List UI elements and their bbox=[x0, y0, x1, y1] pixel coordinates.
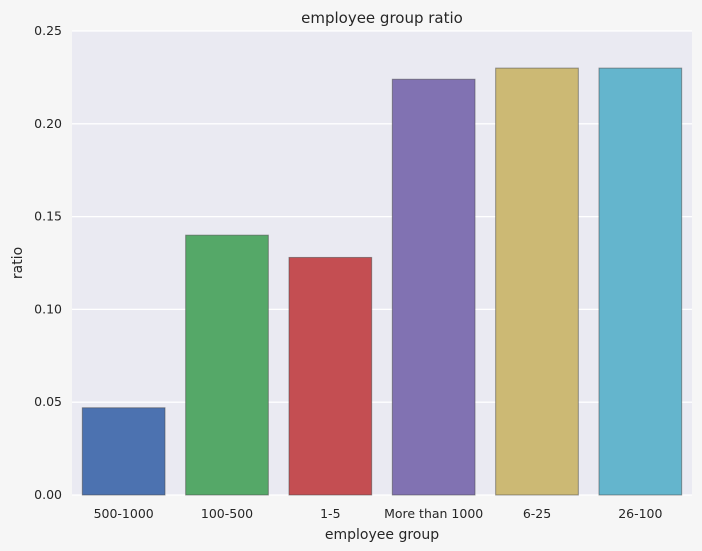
y-tick-labels: 0.00 0.05 0.10 0.15 0.20 0.25 bbox=[34, 23, 62, 502]
x-tick-label: 100-500 bbox=[201, 506, 253, 521]
x-tick-label: 26-100 bbox=[618, 506, 662, 521]
x-tick-label: 500-1000 bbox=[94, 506, 154, 521]
x-tick-label: More than 1000 bbox=[384, 506, 483, 521]
x-tick-labels: 500-1000 100-500 1-5 More than 1000 6-25 26-1… bbox=[94, 506, 663, 521]
plot-area bbox=[72, 31, 692, 495]
bar-more-than-1000 bbox=[391, 78, 476, 496]
x-axis-label: employee group bbox=[325, 527, 439, 543]
y-tick-label: 0.00 bbox=[34, 487, 62, 502]
bar-1-5 bbox=[288, 256, 373, 496]
bars bbox=[81, 67, 683, 496]
y-tick-label: 0.05 bbox=[34, 394, 62, 409]
bar-6-25 bbox=[495, 67, 579, 496]
y-tick-label: 0.10 bbox=[34, 301, 62, 316]
y-axis-label: ratio bbox=[10, 247, 26, 279]
y-tick-label: 0.15 bbox=[34, 209, 62, 224]
y-tick-label: 0.25 bbox=[34, 23, 62, 38]
chart-title: employee group ratio bbox=[301, 9, 463, 27]
gridlines bbox=[72, 30, 692, 496]
bar-500-1000 bbox=[81, 407, 166, 496]
x-tick-label: 6-25 bbox=[523, 506, 551, 521]
y-tick-label: 0.20 bbox=[34, 116, 62, 131]
bar-26-100 bbox=[598, 67, 683, 496]
bar-100-500 bbox=[185, 234, 269, 496]
x-tick-label: 1-5 bbox=[320, 506, 340, 521]
